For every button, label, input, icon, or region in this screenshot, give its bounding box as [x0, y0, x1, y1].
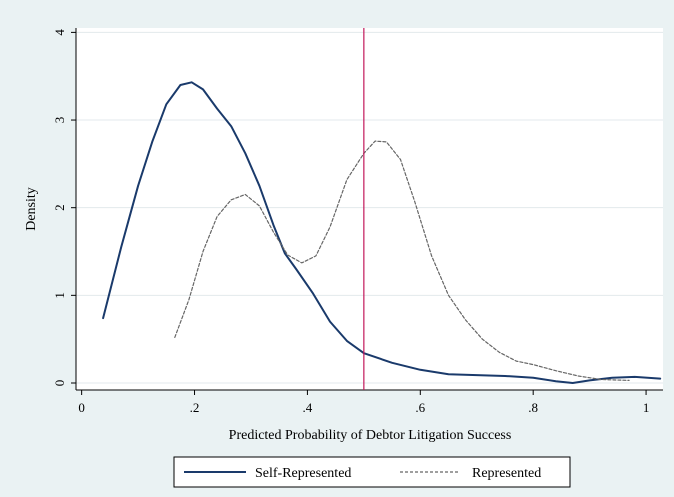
x-tick-label: .2 — [190, 400, 200, 415]
legend: Self-Represented Represented — [173, 456, 571, 488]
x-tick-label: .4 — [303, 400, 313, 415]
series-line-represented — [174, 140, 630, 381]
y-tick-label: 0 — [52, 380, 67, 387]
x-axis-label: Predicted Probability of Debtor Litigati… — [229, 428, 512, 443]
legend-label-self-represented: Self-Represented — [255, 466, 351, 481]
series-line-self-represented — [102, 81, 662, 384]
y-tick-label: 2 — [52, 204, 67, 211]
legend-label-represented: Represented — [472, 466, 541, 481]
x-tick-label: 0 — [78, 400, 85, 415]
x-tick-label: .8 — [528, 400, 538, 415]
x-tick-label: 1 — [643, 400, 650, 415]
y-tick-label: 3 — [52, 117, 67, 124]
y-axis-label: Density — [24, 187, 39, 231]
axis-ticks: 0 1 2 3 4 0 .2 .4 .6 .8 1 — [52, 29, 649, 415]
y-tick-label: 4 — [52, 29, 67, 36]
y-tick-label: 1 — [52, 292, 67, 299]
x-tick-label: .6 — [415, 400, 425, 415]
plot-area — [76, 28, 663, 390]
series-lines — [102, 81, 662, 384]
